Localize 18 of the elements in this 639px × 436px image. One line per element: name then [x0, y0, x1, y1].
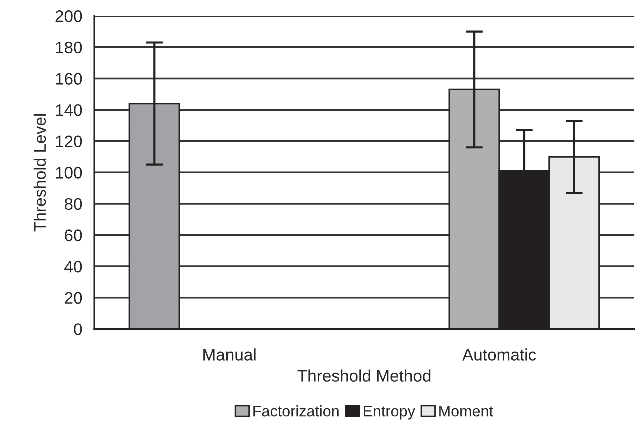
y-tick-label: 180 — [56, 42, 82, 54]
y-axis-title: Threshold Level — [34, 114, 46, 232]
y-tick-label: 0 — [74, 324, 82, 336]
y-tick-label: 40 — [64, 260, 82, 273]
y-tick-label: 160 — [56, 73, 82, 85]
x-axis-title: Threshold Method — [298, 370, 431, 382]
x-tick-label: Automatic — [462, 348, 536, 361]
legend-label: Factorization — [254, 406, 339, 417]
y-tick-label: 120 — [56, 136, 82, 148]
y-tick-label: 100 — [56, 167, 82, 179]
legend-label: Moment — [440, 406, 494, 417]
legend-label: Entropy — [364, 406, 416, 420]
y-tick-label: 20 — [65, 292, 82, 304]
x-tick-label: Manual — [204, 348, 256, 361]
y-tick-label: 80 — [64, 198, 82, 210]
y-tick-label: 60 — [65, 230, 82, 242]
y-tick-label: 200 — [56, 10, 82, 22]
y-tick-label: 140 — [56, 104, 82, 116]
